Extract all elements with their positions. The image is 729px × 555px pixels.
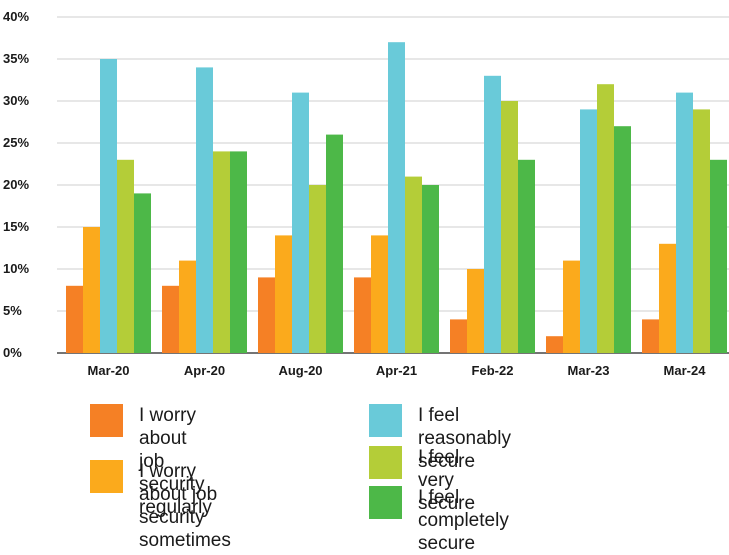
- bar: [83, 227, 100, 353]
- legend-swatch: [369, 404, 402, 437]
- y-tick-label: 15%: [3, 219, 29, 234]
- bar: [388, 42, 405, 353]
- bar: [405, 176, 422, 353]
- bar: [597, 84, 614, 353]
- bar: [258, 277, 275, 353]
- bar-chart: 0% 5% 10% 15% 20% 25% 30% 35% 40% Mar-20 Apr-20 Au…: [3, 9, 729, 378]
- y-tick-label: 40%: [3, 9, 29, 24]
- bar: [230, 151, 247, 353]
- legend-item-worry-regularly: I worry about job security regularly: [90, 404, 212, 519]
- bar: [518, 159, 535, 353]
- y-axis: 0% 5% 10% 15% 20% 25% 30% 35% 40%: [3, 9, 29, 360]
- legend-item-reasonably-secure: I feel reasonably secure: [369, 404, 511, 473]
- bar: [309, 185, 326, 353]
- bar: [179, 260, 196, 353]
- bars: [66, 42, 727, 354]
- x-tick-label: Mar-20: [88, 363, 130, 378]
- legend-item-completely-secure: I feel completely secure: [369, 486, 509, 555]
- bar: [422, 185, 439, 353]
- y-tick-label: 30%: [3, 93, 29, 108]
- bar: [326, 134, 343, 353]
- bar: [275, 235, 292, 353]
- x-tick-label: Mar-24: [664, 363, 707, 378]
- x-tick-label: Apr-20: [184, 363, 225, 378]
- legend-label: I worry about job security sometimes: [139, 461, 231, 551]
- y-tick-label: 5%: [3, 303, 22, 318]
- bar: [467, 269, 484, 353]
- bar: [614, 126, 631, 353]
- bar: [580, 109, 597, 354]
- bar: [484, 75, 501, 354]
- bar: [117, 159, 134, 353]
- bar: [501, 101, 518, 353]
- legend-item-very-secure: I feel very secure: [369, 446, 475, 515]
- legend-swatch: [369, 486, 402, 519]
- bar: [693, 109, 710, 354]
- bar: [213, 151, 230, 353]
- legend-label: I feel reasonably secure: [418, 405, 511, 472]
- bar: [371, 235, 388, 353]
- x-tick-label: Aug-20: [278, 363, 322, 378]
- bar: [450, 319, 467, 353]
- legend-swatch: [90, 404, 123, 437]
- y-tick-label: 0%: [3, 345, 22, 360]
- bar: [710, 159, 727, 353]
- x-axis: Mar-20 Apr-20 Aug-20 Apr-21 Feb-22 Mar-23 Mar-…: [88, 363, 707, 378]
- bar: [292, 92, 309, 353]
- y-tick-label: 35%: [3, 51, 29, 66]
- bar: [563, 260, 580, 353]
- bar: [196, 67, 213, 354]
- legend-item-worry-sometimes: I worry about job security sometimes: [90, 460, 231, 552]
- bar: [546, 336, 563, 353]
- bar: [134, 193, 151, 353]
- x-tick-label: Feb-22: [472, 363, 514, 378]
- bar: [676, 92, 693, 353]
- bar: [66, 285, 83, 353]
- legend-label: I feel completely secure: [418, 487, 509, 554]
- legend-label: I feel very secure: [418, 447, 476, 514]
- x-tick-label: Apr-21: [376, 363, 417, 378]
- y-tick-label: 10%: [3, 261, 29, 276]
- legend-label: I worry about job security regularly: [139, 405, 212, 518]
- bar: [642, 319, 659, 353]
- y-tick-label: 20%: [3, 177, 29, 192]
- bar: [100, 59, 117, 353]
- y-tick-label: 25%: [3, 135, 29, 150]
- legend-swatch: [369, 446, 402, 479]
- legend-swatch: [90, 460, 123, 493]
- bar: [162, 285, 179, 353]
- x-tick-label: Mar-23: [568, 363, 610, 378]
- bar: [354, 277, 371, 353]
- bar: [659, 243, 676, 353]
